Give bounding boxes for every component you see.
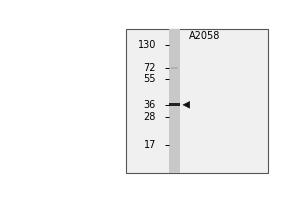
Polygon shape <box>183 101 190 108</box>
Text: A2058: A2058 <box>189 31 220 41</box>
Text: 17: 17 <box>143 140 156 150</box>
Bar <box>126 29 268 173</box>
Text: 55: 55 <box>143 74 156 84</box>
Text: 72: 72 <box>143 63 156 73</box>
Bar <box>171 67 178 69</box>
Text: 130: 130 <box>137 40 156 50</box>
Text: 36: 36 <box>144 100 156 110</box>
Bar <box>169 103 180 106</box>
Text: 28: 28 <box>143 112 156 122</box>
Bar <box>169 29 181 173</box>
